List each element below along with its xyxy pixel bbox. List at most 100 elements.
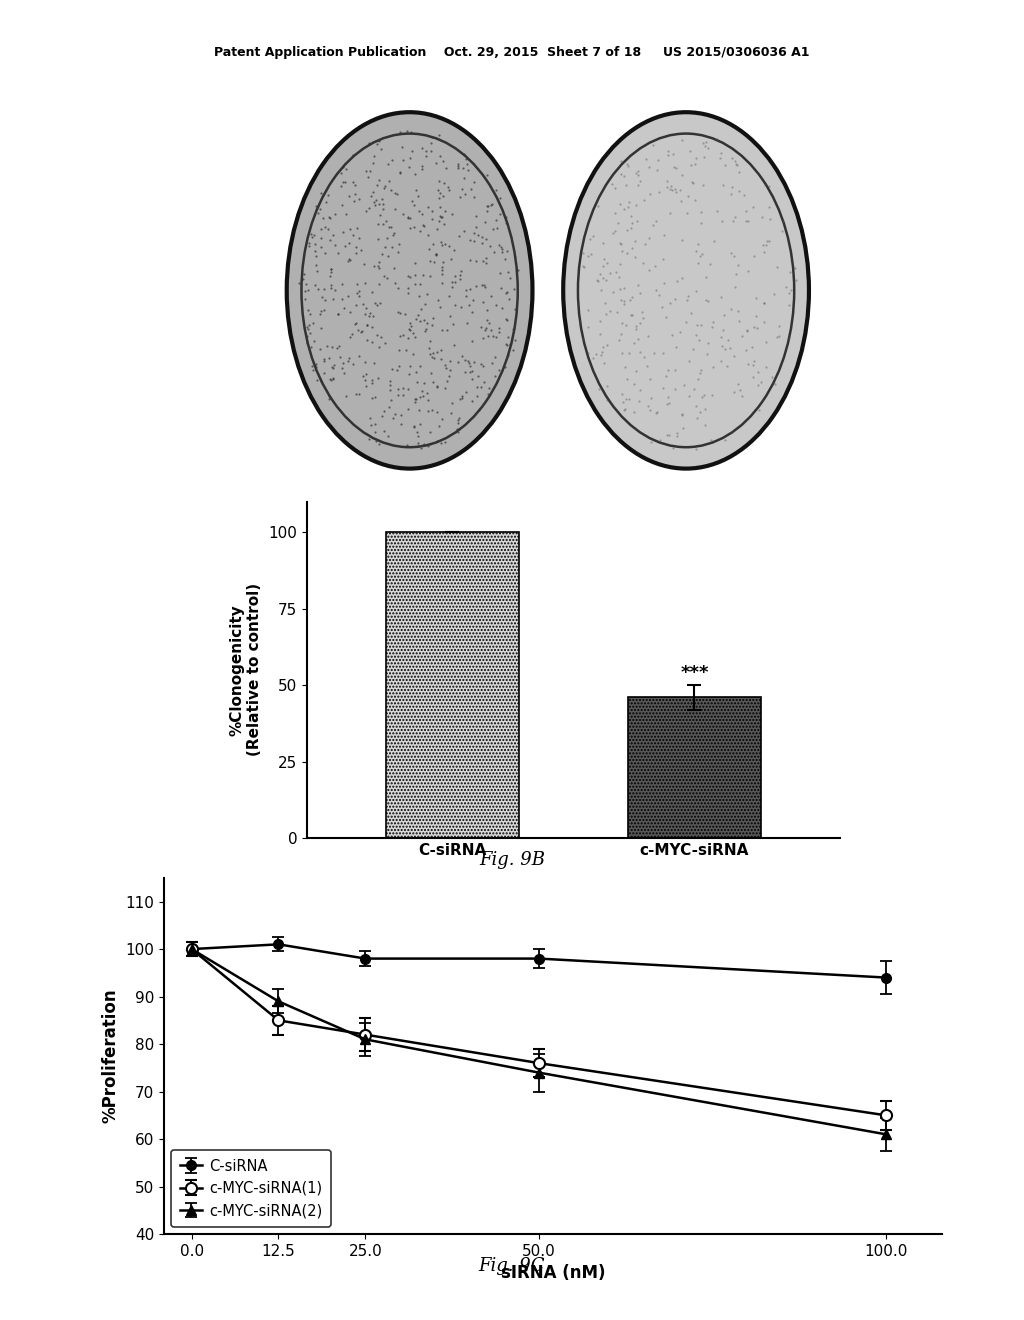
Point — [464, 368, 480, 389]
Point — [390, 379, 407, 400]
Point — [369, 133, 385, 154]
Point — [358, 161, 375, 182]
Point — [414, 380, 430, 401]
Point — [702, 430, 719, 451]
Point — [415, 385, 431, 407]
Point — [356, 351, 373, 372]
Point — [680, 285, 696, 306]
Point — [445, 334, 462, 355]
Point — [744, 197, 761, 218]
Point — [484, 218, 501, 239]
Point — [438, 157, 455, 178]
Point — [452, 226, 468, 247]
Point — [608, 261, 625, 282]
Point — [628, 315, 644, 337]
Point — [473, 376, 489, 397]
Point — [605, 223, 622, 244]
Point — [612, 323, 629, 345]
Point — [357, 375, 374, 396]
Point — [364, 331, 380, 352]
Point — [358, 363, 375, 384]
Point — [386, 222, 402, 243]
Point — [429, 376, 445, 397]
Point — [407, 164, 423, 185]
Point — [332, 347, 348, 368]
Point — [428, 152, 444, 173]
Point — [500, 327, 516, 348]
Point — [377, 176, 393, 197]
Point — [389, 301, 406, 322]
Point — [685, 339, 701, 360]
Point — [324, 259, 340, 280]
Point — [335, 172, 351, 193]
Point — [434, 252, 451, 273]
Point — [453, 296, 469, 317]
Point — [395, 378, 412, 399]
Point — [720, 330, 736, 351]
Point — [714, 326, 730, 347]
Point — [469, 366, 485, 387]
Point — [423, 362, 439, 383]
Point — [599, 389, 615, 411]
Point — [433, 339, 450, 360]
Point — [331, 335, 347, 356]
Point — [482, 236, 499, 257]
Point — [370, 255, 386, 276]
Point — [349, 273, 366, 294]
Point — [639, 355, 655, 376]
Point — [374, 189, 390, 210]
Point — [630, 165, 646, 186]
Point — [321, 385, 337, 407]
Point — [420, 436, 436, 457]
Point — [400, 265, 417, 286]
Point — [589, 269, 605, 290]
Point — [375, 193, 391, 214]
Point — [756, 242, 772, 263]
Point — [365, 305, 381, 326]
Point — [697, 132, 714, 153]
Point — [408, 362, 424, 383]
Point — [625, 304, 641, 325]
Point — [678, 312, 694, 333]
Point — [315, 300, 332, 321]
Point — [727, 277, 743, 298]
Point — [656, 272, 673, 293]
Point — [727, 150, 743, 172]
Point — [425, 234, 441, 255]
Point — [482, 319, 499, 341]
Point — [654, 248, 671, 269]
Point — [507, 298, 523, 319]
Point — [632, 342, 648, 363]
Point — [596, 249, 612, 271]
Point — [582, 228, 598, 249]
Point — [460, 350, 476, 371]
Bar — [386, 532, 519, 838]
Point — [402, 207, 419, 228]
Point — [322, 230, 338, 251]
Point — [423, 132, 439, 153]
Point — [483, 194, 500, 215]
Point — [664, 180, 680, 201]
Point — [301, 314, 317, 335]
Point — [636, 189, 652, 210]
Point — [437, 378, 454, 399]
Point — [635, 347, 651, 368]
Point — [588, 343, 604, 364]
Point — [758, 356, 774, 378]
Point — [303, 227, 319, 248]
Point — [428, 430, 444, 451]
Point — [594, 342, 610, 363]
Point — [642, 400, 658, 421]
Point — [347, 183, 364, 205]
Point — [644, 214, 660, 235]
Point — [440, 285, 457, 306]
Point — [699, 343, 716, 364]
Point — [411, 286, 427, 308]
Point — [323, 370, 339, 391]
Point — [370, 214, 386, 235]
Point — [769, 256, 785, 277]
Point — [339, 249, 355, 271]
Point — [401, 355, 418, 376]
Ellipse shape — [287, 112, 532, 469]
Point — [367, 255, 383, 276]
